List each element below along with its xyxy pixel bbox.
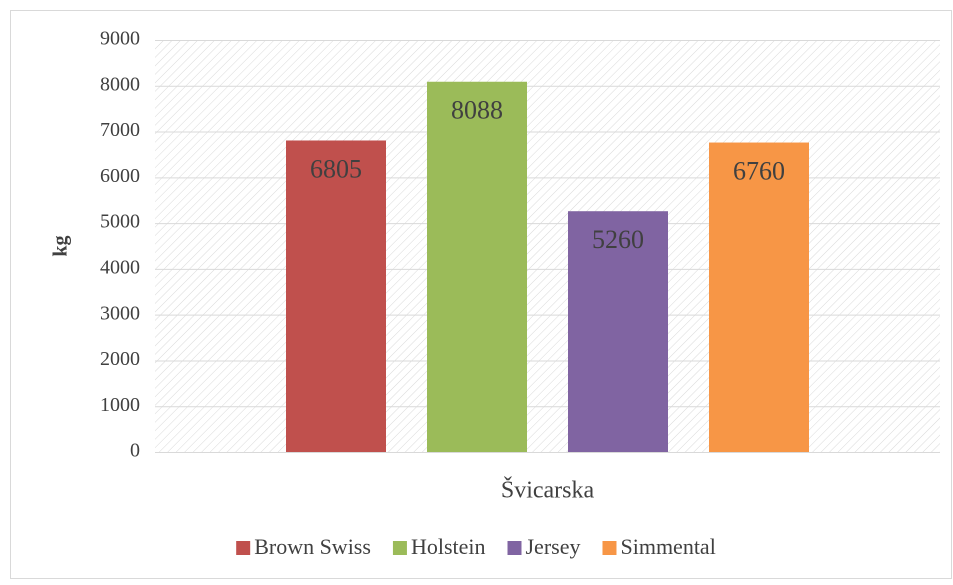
- bar: [286, 140, 386, 452]
- data-label: 6805: [310, 154, 362, 183]
- y-tick-label: 4000: [100, 256, 140, 278]
- data-label: 6760: [733, 157, 785, 186]
- legend-label: Simmental: [620, 534, 715, 559]
- legend-swatch: [507, 541, 522, 555]
- bar: [568, 211, 668, 452]
- y-tick-label: 5000: [100, 211, 140, 233]
- bar: [427, 81, 527, 453]
- y-tick-label: 0: [130, 440, 140, 462]
- data-label: 5260: [592, 225, 644, 254]
- x-tick-label: Švicarska: [501, 477, 595, 504]
- legend-label: Holstein: [411, 534, 486, 559]
- y-tick-label: 8000: [100, 73, 140, 95]
- legend-label: Jersey: [526, 534, 581, 559]
- legend-swatch: [392, 541, 407, 555]
- y-tick-label: 7000: [100, 119, 140, 141]
- y-axis-label: kg: [50, 235, 72, 256]
- data-label: 8088: [451, 96, 503, 125]
- y-tick-label: 2000: [100, 348, 140, 370]
- y-tick-label: 1000: [100, 394, 140, 416]
- plot-background: [155, 40, 940, 452]
- y-tick-label: 6000: [100, 165, 140, 187]
- bar: [709, 142, 809, 452]
- y-tick-label: 3000: [100, 302, 140, 324]
- legend-swatch: [236, 541, 251, 555]
- legend-swatch: [602, 541, 617, 555]
- y-tick-label: 9000: [100, 28, 140, 50]
- legend-label: Brown Swiss: [254, 534, 371, 559]
